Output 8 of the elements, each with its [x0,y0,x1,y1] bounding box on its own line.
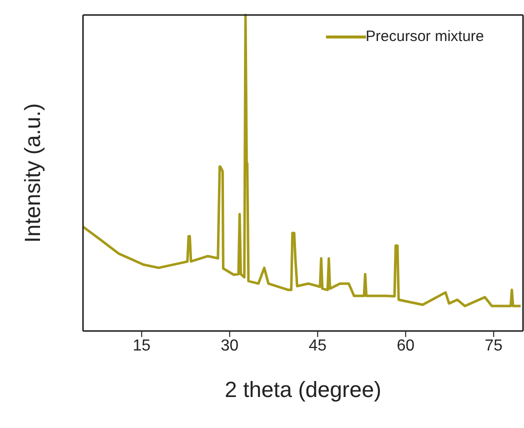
x-tick-label: 15 [132,337,151,354]
x-tick-label: 60 [396,337,415,354]
y-axis-title: Intensity (a.u.) [20,103,45,243]
x-tick-label: 30 [220,337,239,354]
x-tick-label: 75 [484,337,503,354]
x-tick-label: 45 [308,337,327,354]
x-axis-title: 2 theta (degree) [224,377,382,402]
legend-label: Precursor mixture [366,28,484,45]
